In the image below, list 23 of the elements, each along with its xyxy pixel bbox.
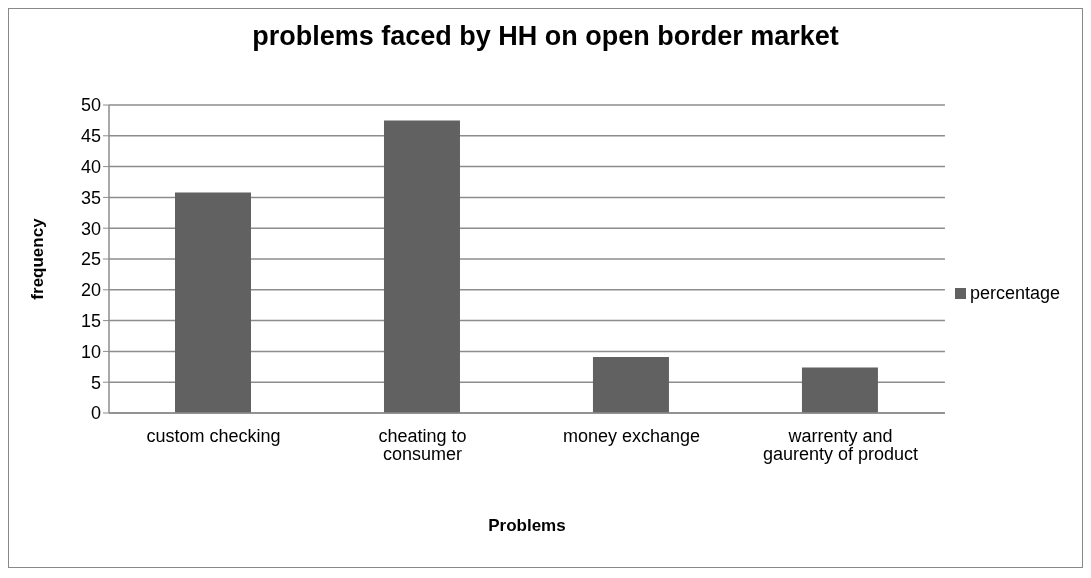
x-axis-title: Problems bbox=[488, 516, 566, 535]
bar bbox=[592, 356, 669, 413]
y-tick-label: 15 bbox=[80, 310, 101, 331]
bar bbox=[801, 367, 878, 413]
y-tick-label: 20 bbox=[80, 280, 101, 301]
y-tick-label: 5 bbox=[90, 372, 101, 393]
y-tick-label: 25 bbox=[80, 249, 101, 270]
x-tick-label: custom checking bbox=[146, 425, 281, 446]
bar bbox=[383, 120, 460, 413]
bar bbox=[175, 192, 251, 413]
y-tick-label: 40 bbox=[80, 156, 101, 177]
chart-title: problems faced by HH on open border market bbox=[251, 21, 840, 52]
y-tick-label: 45 bbox=[80, 126, 101, 147]
x-tick-label: money exchange bbox=[562, 425, 700, 446]
y-tick-label: 0 bbox=[90, 403, 101, 424]
y-tick-label: 50 bbox=[80, 95, 101, 116]
x-tick-label: cheating to consumer bbox=[378, 425, 467, 464]
y-tick-label: 35 bbox=[80, 187, 101, 208]
y-tick-label: 30 bbox=[80, 218, 101, 239]
x-tick-label: warrenty and gaurenty of product bbox=[762, 425, 918, 464]
y-axis-title: frequency bbox=[28, 217, 48, 300]
legend-label: percentage bbox=[969, 282, 1060, 303]
y-tick-label: 10 bbox=[80, 341, 101, 362]
